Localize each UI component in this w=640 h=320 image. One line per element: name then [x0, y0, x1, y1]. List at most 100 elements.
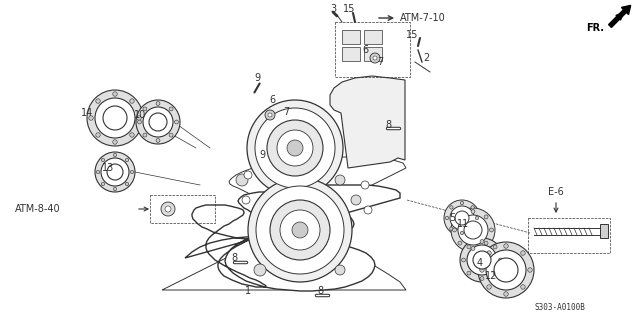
Text: 10: 10: [134, 110, 146, 120]
Circle shape: [101, 158, 129, 186]
Circle shape: [165, 206, 171, 212]
Text: 15: 15: [406, 30, 418, 40]
Text: 11: 11: [457, 219, 469, 229]
Circle shape: [451, 208, 495, 252]
Circle shape: [292, 222, 308, 238]
Circle shape: [493, 245, 497, 249]
Circle shape: [480, 240, 484, 244]
Circle shape: [125, 158, 129, 162]
Bar: [528, 218, 610, 253]
Text: 5: 5: [449, 213, 455, 223]
Circle shape: [504, 292, 508, 296]
Circle shape: [351, 195, 361, 205]
Circle shape: [95, 98, 135, 138]
Circle shape: [450, 206, 453, 209]
Text: 3: 3: [330, 4, 336, 14]
Bar: [342, 47, 360, 61]
Circle shape: [370, 53, 380, 63]
Circle shape: [458, 215, 462, 219]
Polygon shape: [162, 157, 406, 290]
Text: S303-A0100B: S303-A0100B: [534, 303, 586, 313]
Circle shape: [480, 276, 484, 280]
Circle shape: [270, 200, 330, 260]
Circle shape: [107, 164, 123, 180]
Bar: [342, 30, 360, 44]
Circle shape: [494, 258, 518, 282]
Circle shape: [113, 92, 117, 96]
Circle shape: [130, 99, 134, 103]
Circle shape: [280, 210, 320, 250]
Circle shape: [450, 206, 474, 230]
Circle shape: [101, 182, 105, 186]
Circle shape: [467, 245, 497, 275]
Circle shape: [256, 186, 344, 274]
Circle shape: [521, 285, 525, 289]
Bar: [335, 22, 410, 77]
Circle shape: [96, 99, 100, 103]
Circle shape: [268, 113, 272, 117]
Circle shape: [493, 271, 497, 275]
Circle shape: [473, 251, 491, 269]
Text: 4: 4: [477, 258, 483, 268]
Text: 15: 15: [343, 4, 355, 14]
Circle shape: [131, 170, 134, 174]
Circle shape: [96, 170, 100, 174]
Circle shape: [484, 215, 488, 219]
Circle shape: [460, 201, 463, 205]
Text: 7: 7: [283, 107, 289, 117]
Circle shape: [460, 231, 463, 235]
Bar: [364, 47, 382, 61]
Circle shape: [143, 107, 147, 111]
Text: 6: 6: [269, 95, 275, 105]
Circle shape: [143, 133, 147, 137]
Circle shape: [361, 181, 369, 189]
Bar: [364, 30, 382, 44]
FancyArrow shape: [609, 5, 630, 28]
Text: 2: 2: [423, 53, 429, 63]
Circle shape: [364, 206, 372, 214]
Circle shape: [113, 153, 116, 157]
Circle shape: [450, 227, 453, 230]
Text: ATM-8-40: ATM-8-40: [15, 204, 61, 214]
Circle shape: [452, 228, 456, 232]
Circle shape: [471, 227, 474, 230]
Circle shape: [242, 196, 250, 204]
Circle shape: [445, 216, 449, 220]
Circle shape: [487, 251, 492, 255]
Circle shape: [460, 238, 504, 282]
Circle shape: [478, 242, 534, 298]
Circle shape: [487, 285, 492, 289]
Text: 9: 9: [259, 150, 265, 160]
Circle shape: [490, 228, 493, 232]
Circle shape: [175, 120, 179, 124]
Circle shape: [471, 246, 475, 251]
Circle shape: [169, 133, 173, 137]
Circle shape: [137, 116, 141, 120]
Circle shape: [95, 152, 135, 192]
Circle shape: [255, 108, 335, 188]
Circle shape: [471, 210, 475, 213]
Text: E-6: E-6: [548, 187, 564, 197]
Circle shape: [484, 241, 488, 245]
Circle shape: [467, 271, 471, 275]
Circle shape: [499, 258, 502, 262]
Circle shape: [161, 202, 175, 216]
Circle shape: [138, 120, 141, 124]
Circle shape: [458, 215, 488, 245]
Circle shape: [265, 110, 275, 120]
Text: 9: 9: [254, 73, 260, 83]
Circle shape: [467, 245, 471, 249]
Circle shape: [248, 178, 352, 282]
Circle shape: [89, 116, 93, 120]
Text: 14: 14: [81, 108, 93, 118]
Polygon shape: [185, 185, 400, 291]
Circle shape: [480, 268, 484, 272]
Circle shape: [504, 244, 508, 248]
Circle shape: [476, 216, 479, 220]
Bar: [150, 195, 215, 223]
Circle shape: [528, 268, 532, 272]
Text: 1: 1: [245, 286, 251, 296]
Text: 6: 6: [362, 45, 368, 55]
Circle shape: [244, 171, 252, 179]
Circle shape: [335, 175, 345, 185]
